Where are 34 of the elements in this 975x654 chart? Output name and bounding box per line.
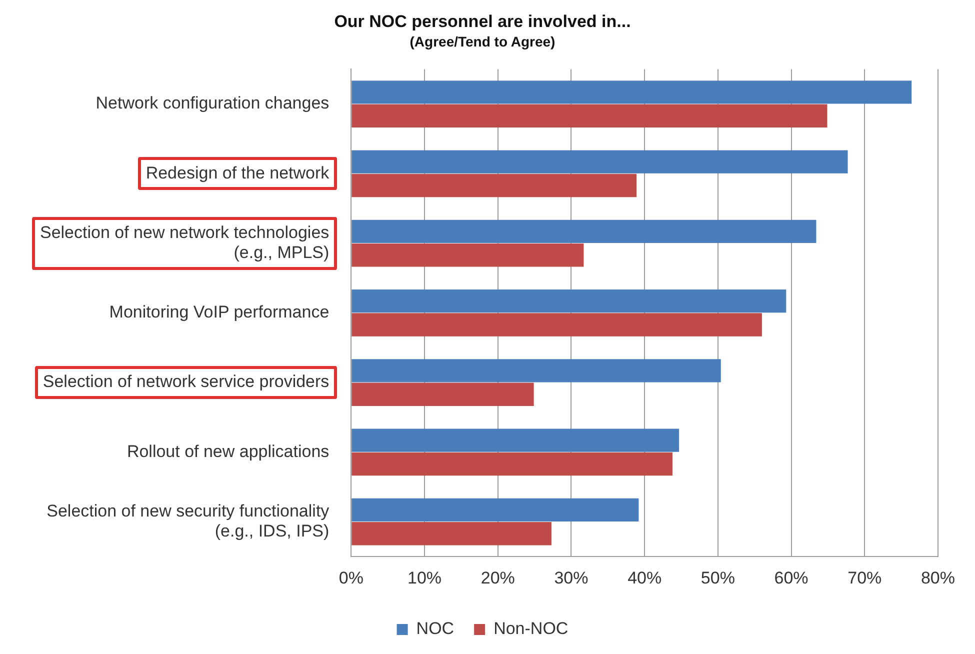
bar — [352, 382, 534, 406]
bar — [352, 452, 672, 476]
x-tick-label: 0% — [338, 568, 364, 588]
x-tick-label: 30% — [554, 568, 588, 588]
y-tick-label: Network configuration changes — [96, 94, 330, 113]
x-tick-label: 20% — [480, 568, 515, 588]
y-tick-label: Selection of new security functionality (e.g., IDS, IPS) — [46, 501, 330, 541]
x-tick-label: 50% — [700, 568, 735, 588]
chart-subtitle: (Agree/Tend to Agree) — [410, 34, 556, 50]
bar — [352, 522, 552, 546]
bar — [352, 220, 816, 244]
bar — [352, 289, 786, 313]
bar — [352, 498, 639, 522]
bar — [352, 244, 584, 267]
bar — [352, 359, 721, 382]
y-tick-label: Redesign of the network — [146, 163, 330, 182]
legend-label: Non-NOC — [494, 619, 568, 638]
legend-label: NOC — [416, 619, 454, 638]
chart-title: Our NOC personnel are involved in... — [334, 12, 631, 31]
bar — [352, 150, 848, 174]
y-tick-label: Selection of new network technologies (e.g., MPLS) — [40, 222, 330, 262]
x-tick-label: 10% — [408, 568, 442, 588]
y-tick-label: Monitoring VoIP performance — [109, 302, 330, 322]
bar — [352, 174, 637, 198]
y-tick-label: Rollout of new applications — [126, 442, 330, 461]
bar — [352, 104, 828, 128]
x-tick-label: 70% — [848, 568, 882, 588]
bar — [352, 80, 912, 104]
x-tick-label: 80% — [920, 568, 956, 588]
y-tick-label: Selection of network service providers — [42, 372, 330, 392]
x-tick-label: 40% — [628, 568, 662, 588]
x-tick-label: 60% — [774, 568, 808, 588]
bar — [352, 313, 762, 336]
bar — [352, 428, 680, 452]
